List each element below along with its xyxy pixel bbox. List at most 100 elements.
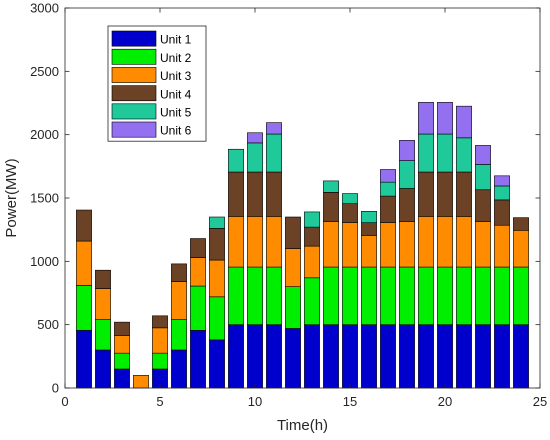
bar-unit-3-hour-14 <box>323 221 339 268</box>
bar-unit-4-hour-16 <box>361 222 377 236</box>
y-tick-label: 2000 <box>30 127 59 142</box>
bar-unit-1-hour-18 <box>399 324 415 389</box>
bar-unit-2-hour-6 <box>171 319 187 351</box>
bar-unit-5-hour-18 <box>399 160 415 189</box>
x-tick-label: 15 <box>343 394 357 409</box>
bar-unit-1-hour-12 <box>285 328 301 389</box>
bar-unit-5-hour-16 <box>361 211 377 224</box>
x-axis-label: Time(h) <box>277 417 328 434</box>
bar-unit-3-hour-2 <box>95 288 111 320</box>
legend-swatch-unit-4 <box>111 85 157 102</box>
bar-unit-1-hour-16 <box>361 324 377 389</box>
bar-unit-4-hour-22 <box>475 189 491 222</box>
bar-unit-6-hour-19 <box>418 102 434 135</box>
bar-unit-2-hour-11 <box>266 266 282 325</box>
bar-unit-1-hour-17 <box>380 324 396 389</box>
bar-unit-2-hour-9 <box>228 266 244 325</box>
bar-unit-4-hour-11 <box>266 171 282 217</box>
bar-unit-3-hour-7 <box>190 257 206 287</box>
bar-unit-2-hour-1 <box>76 285 92 331</box>
legend-swatch-unit-2 <box>111 48 157 65</box>
y-tick-label: 500 <box>37 317 59 332</box>
bar-unit-1-hour-19 <box>418 324 434 389</box>
bar-unit-6-hour-22 <box>475 145 491 165</box>
bar-unit-3-hour-12 <box>285 248 301 287</box>
bar-unit-4-hour-10 <box>247 171 263 217</box>
bar-unit-2-hour-7 <box>190 285 206 331</box>
bar-unit-3-hour-1 <box>76 240 92 286</box>
bar-unit-1-hour-23 <box>494 324 510 389</box>
bar-unit-4-hour-17 <box>380 195 396 224</box>
bar-unit-4-hour-1 <box>76 209 92 242</box>
x-tick-label: 0 <box>61 394 68 409</box>
bar-unit-1-hour-15 <box>342 324 358 389</box>
bar-unit-3-hour-17 <box>380 222 396 268</box>
bar-unit-5-hour-10 <box>247 142 263 173</box>
bar-unit-3-hour-8 <box>209 259 225 298</box>
axes-group: 0 5 10 15 20 25 0 500 1000 1500 2000 2500 3000 <box>30 1 547 410</box>
bar-unit-4-hour-3 <box>114 321 130 336</box>
bar-unit-3-hour-10 <box>247 216 263 268</box>
bar-unit-4-hour-20 <box>437 171 453 217</box>
bar-unit-1-hour-21 <box>456 324 472 389</box>
bar-unit-5-hour-15 <box>342 193 358 205</box>
bar-unit-2-hour-3 <box>114 352 130 370</box>
bar-unit-3-hour-23 <box>494 224 510 268</box>
legend-label-unit-5: Unit 5 <box>160 106 192 120</box>
legend-label-unit-1: Unit 1 <box>160 33 192 47</box>
legend-swatch-unit-1 <box>111 30 157 47</box>
x-tick-label: 20 <box>438 394 452 409</box>
bar-unit-1-hour-3 <box>114 368 130 389</box>
bar-unit-2-hour-18 <box>399 266 415 325</box>
bar-unit-1-hour-22 <box>475 324 491 389</box>
bar-unit-6-hour-21 <box>456 105 472 139</box>
bar-unit-6-hour-17 <box>380 169 396 183</box>
bar-unit-6-hour-11 <box>266 122 282 135</box>
bar-unit-4-hour-13 <box>304 226 320 247</box>
bar-unit-4-hour-18 <box>399 188 415 222</box>
legend-label-unit-6: Unit 6 <box>160 124 192 138</box>
bar-unit-2-hour-21 <box>456 266 472 325</box>
bar-unit-3-hour-11 <box>266 216 282 268</box>
bar-unit-4-hour-7 <box>190 238 206 258</box>
bar-unit-1-hour-2 <box>95 349 111 389</box>
bar-unit-4-hour-24 <box>513 217 529 231</box>
bar-unit-1-hour-9 <box>228 324 244 389</box>
y-axis-label: Power(MW) <box>3 158 20 237</box>
bar-unit-4-hour-15 <box>342 203 358 223</box>
bar-unit-4-hour-8 <box>209 228 225 261</box>
y-tick-label: 3000 <box>30 1 59 16</box>
bar-unit-2-hour-24 <box>513 266 529 325</box>
bar-unit-4-hour-12 <box>285 216 301 249</box>
bar-unit-5-hour-17 <box>380 181 396 197</box>
bar-unit-5-hour-9 <box>228 148 244 173</box>
bar-unit-3-hour-15 <box>342 222 358 268</box>
bar-unit-1-hour-24 <box>513 324 529 389</box>
bar-unit-4-hour-23 <box>494 199 510 226</box>
bar-unit-3-hour-5 <box>152 327 168 354</box>
bar-unit-2-hour-10 <box>247 266 263 325</box>
bar-unit-2-hour-2 <box>95 319 111 351</box>
legend: Unit 1 Unit 2 Unit 3 Unit 4 Unit 5 Unit 6 <box>107 25 207 142</box>
bar-unit-2-hour-12 <box>285 286 301 329</box>
bar-unit-2-hour-23 <box>494 266 510 325</box>
bar-unit-1-hour-14 <box>323 324 339 389</box>
bar-unit-1-hour-8 <box>209 339 225 389</box>
bar-unit-3-hour-20 <box>437 216 453 268</box>
y-tick-label: 1500 <box>30 191 59 206</box>
bar-unit-4-hour-9 <box>228 171 244 217</box>
x-tick-label: 5 <box>156 394 163 409</box>
bar-unit-3-hour-24 <box>513 230 529 268</box>
bar-unit-4-hour-2 <box>95 269 111 289</box>
legend-swatch-unit-5 <box>111 103 157 120</box>
bar-unit-2-hour-15 <box>342 266 358 325</box>
bar-unit-1-hour-11 <box>266 324 282 389</box>
legend-swatch-unit-3 <box>111 67 157 83</box>
bar-unit-4-hour-21 <box>456 171 472 217</box>
bar-unit-5-hour-19 <box>418 133 434 173</box>
bar-unit-6-hour-18 <box>399 140 415 161</box>
bar-unit-1-hour-6 <box>171 349 187 389</box>
bar-unit-2-hour-22 <box>475 266 491 325</box>
bar-unit-2-hour-20 <box>437 266 453 325</box>
